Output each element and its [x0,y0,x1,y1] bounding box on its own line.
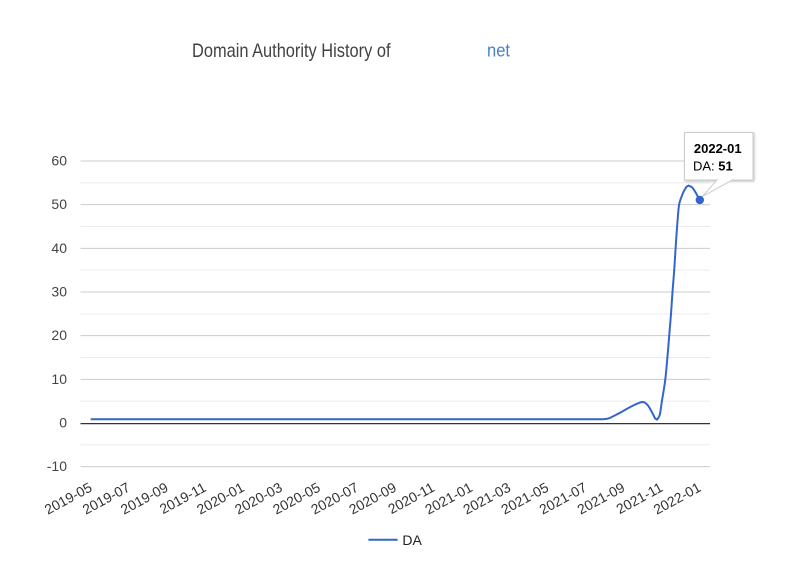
svg-text:10: 10 [51,371,67,387]
svg-text:-10: -10 [47,458,67,474]
svg-text:Domain Authority History of: Domain Authority History of [192,40,391,62]
svg-text:net: net [487,41,510,61]
svg-text:30: 30 [51,284,67,300]
svg-text:0: 0 [59,415,67,431]
svg-text:40: 40 [51,240,67,256]
svg-text:2022-01: 2022-01 [694,141,742,156]
svg-text:20: 20 [51,327,67,343]
svg-text:60: 60 [51,153,67,169]
svg-text:50: 50 [51,196,67,212]
svg-text:DA: DA [402,532,422,548]
svg-text:DA: 51: DA: 51 [693,158,733,173]
